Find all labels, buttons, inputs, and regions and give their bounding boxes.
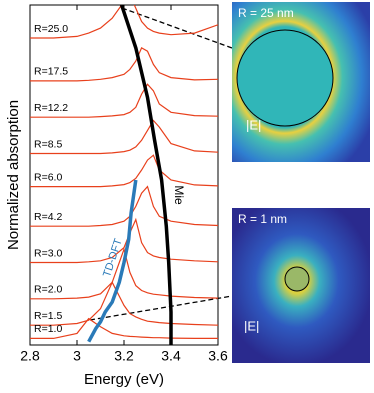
series-label: R=12.2 xyxy=(34,102,68,114)
series-label: R=1.0 xyxy=(34,323,62,335)
spectrum xyxy=(30,47,218,82)
inset-label: |E| xyxy=(244,318,259,333)
plot-area xyxy=(30,5,218,345)
connector xyxy=(89,295,233,321)
spectrum xyxy=(30,119,218,155)
spectrum xyxy=(30,217,218,264)
x-tick-label: 3 xyxy=(73,348,81,364)
series-label: R=17.5 xyxy=(34,66,68,78)
inset-bottom: R = 1 nm |E| xyxy=(232,208,370,363)
inset-title: R = 1 nm xyxy=(238,212,287,226)
series-label: R=6.0 xyxy=(34,171,62,183)
spectrum xyxy=(30,83,218,118)
series-label: R=3.0 xyxy=(34,247,62,259)
y-axis-label: Normalized absorption xyxy=(5,100,22,250)
series-label: R=8.5 xyxy=(34,138,62,150)
spectrum xyxy=(30,154,218,188)
x-tick-label: 2.8 xyxy=(20,348,40,364)
x-axis-label: Energy (eV) xyxy=(84,371,164,388)
curve-label: Mie xyxy=(172,185,186,205)
spectrum xyxy=(30,247,218,300)
series-label: R=4.2 xyxy=(34,211,62,223)
inset-label: |E| xyxy=(246,117,261,132)
x-tick-label: 3.4 xyxy=(161,348,181,364)
series-label: R=2.0 xyxy=(34,284,62,296)
particle xyxy=(284,266,310,292)
connector xyxy=(121,7,233,49)
x-tick-label: 3.2 xyxy=(114,348,134,364)
series-label: R=25.0 xyxy=(34,23,68,35)
spectrum xyxy=(30,280,218,326)
curve xyxy=(87,179,138,343)
spectrum xyxy=(30,317,218,339)
spectrum xyxy=(30,5,218,39)
x-tick-label: 3.6 xyxy=(208,348,228,364)
particle xyxy=(236,29,334,127)
inset-title: R = 25 nm xyxy=(238,6,294,20)
inset-top: R = 25 nm |E| xyxy=(232,2,370,162)
curve xyxy=(119,5,173,345)
series-label: R=1.5 xyxy=(34,310,62,322)
